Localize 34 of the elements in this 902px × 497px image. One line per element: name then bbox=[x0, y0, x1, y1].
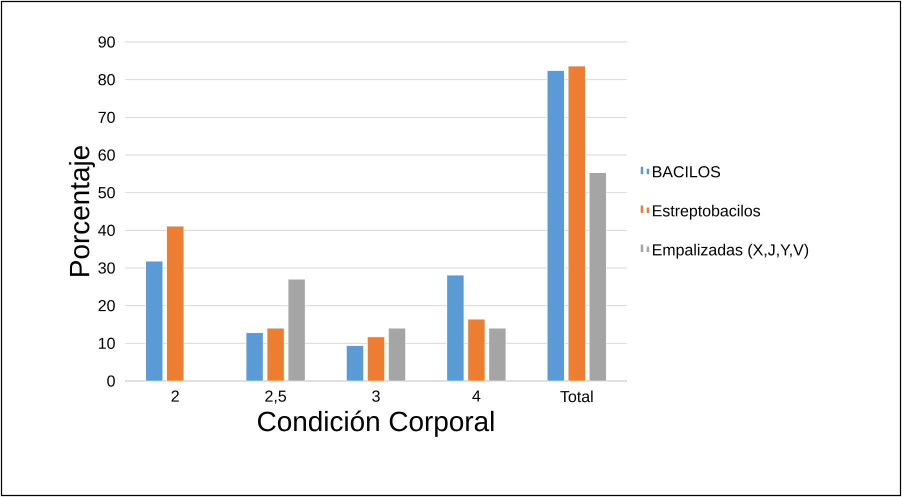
bar bbox=[547, 70, 565, 382]
y-tick-label: 10 bbox=[98, 338, 115, 349]
y-axis-title: Porcentaje bbox=[68, 146, 95, 276]
bar bbox=[266, 328, 284, 382]
bar bbox=[468, 318, 486, 382]
bar bbox=[145, 260, 163, 382]
bar bbox=[446, 274, 464, 382]
x-tick-label: Total bbox=[560, 390, 593, 402]
y-tick-label: 40 bbox=[98, 224, 115, 236]
x-axis-title: Condición Corporal bbox=[258, 410, 494, 437]
bar bbox=[166, 226, 184, 382]
bar bbox=[346, 345, 364, 382]
bar bbox=[367, 336, 385, 382]
legend-label: BACILOS bbox=[653, 166, 720, 178]
y-tick-label: 20 bbox=[98, 300, 115, 312]
bar bbox=[388, 328, 406, 382]
bar bbox=[288, 279, 306, 382]
bar bbox=[246, 332, 264, 382]
y-tick-label: 80 bbox=[98, 74, 115, 86]
legend-label: Empalizadas (X,J,Y,V) bbox=[653, 244, 808, 259]
x-tick-label: 3 bbox=[372, 390, 380, 402]
legend-label: Estreptobacilos bbox=[653, 204, 760, 220]
bar bbox=[488, 328, 506, 382]
x-tick-label: 2 bbox=[172, 390, 179, 402]
bar bbox=[589, 172, 607, 382]
y-tick-label: 60 bbox=[98, 149, 115, 161]
y-tick-label: 30 bbox=[98, 262, 115, 274]
y-tick-label: 70 bbox=[98, 112, 115, 123]
x-tick-label: 2,5 bbox=[265, 390, 286, 404]
x-tick-label: 4 bbox=[472, 390, 480, 402]
y-tick-label: 50 bbox=[98, 187, 115, 198]
y-tick-label: 90 bbox=[98, 36, 115, 48]
y-tick-label: 0 bbox=[107, 375, 115, 387]
bar bbox=[568, 66, 586, 382]
